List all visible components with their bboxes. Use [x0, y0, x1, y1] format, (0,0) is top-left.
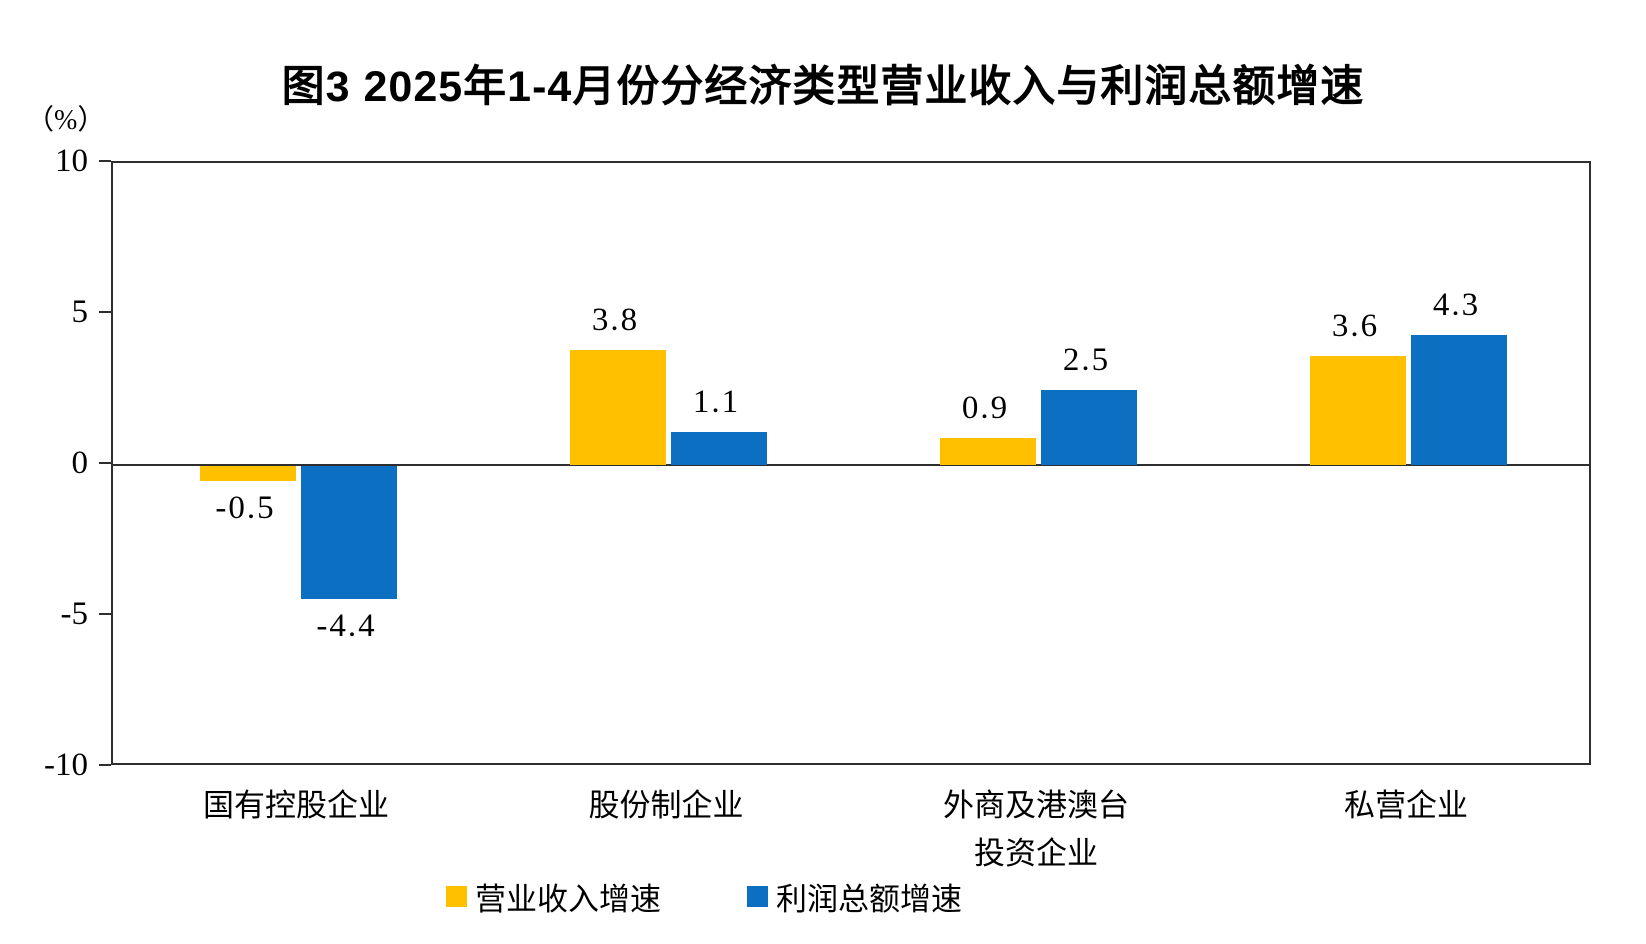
bar-营业收入增速-0	[199, 466, 296, 482]
y-tick-label: 10	[55, 143, 88, 179]
bar-利润总额增速-0	[300, 466, 397, 599]
legend-entry: 利润总额增速	[747, 874, 962, 919]
legend-swatch-营业收入增速	[446, 886, 467, 907]
category-label: 私营企业	[1344, 788, 1468, 823]
y-tick-label: -5	[60, 596, 89, 632]
category-label: 国有控股企业	[203, 788, 389, 823]
y-tick-label: 5	[71, 294, 89, 330]
bar-value-label: 1.1	[692, 383, 741, 420]
legend-entry: 营业收入增速	[446, 874, 661, 919]
bar-value-label: 3.6	[1331, 308, 1380, 345]
category-label: 外商及港澳台 投资企业	[943, 788, 1129, 871]
bar-value-label: 2.5	[1062, 341, 1111, 378]
bar-value-label: -0.5	[215, 490, 276, 527]
bar-value-label: -4.4	[316, 607, 377, 644]
category-label: 股份制企业	[588, 788, 744, 823]
bar-value-label: 0.9	[961, 389, 1010, 426]
bar-营业收入增速-3	[1309, 356, 1406, 465]
legend-label: 营业收入增速	[475, 882, 661, 917]
bar-利润总额增速-3	[1410, 335, 1507, 465]
legend-swatch-利润总额增速	[747, 886, 768, 907]
legend: 营业收入增速 利润总额增速	[446, 874, 962, 919]
bar-value-label: 3.8	[591, 302, 640, 339]
y-axis-unit-label: （%）	[26, 105, 106, 136]
y-tick-mark	[99, 160, 111, 162]
bar-利润总额增速-2	[1040, 389, 1137, 465]
y-tick-mark	[99, 764, 111, 766]
y-tick-label: 0	[71, 445, 89, 481]
legend-label: 利润总额增速	[776, 882, 962, 917]
bar-营业收入增速-1	[569, 350, 666, 465]
y-tick-mark	[99, 462, 111, 464]
zero-axis-line	[113, 464, 1589, 466]
chart-title: 图3 2025年1-4月份分经济类型营业收入与利润总额增速	[281, 63, 1365, 111]
bar-营业收入增速-2	[939, 437, 1036, 465]
y-tick-mark	[99, 311, 111, 313]
y-tick-label: -10	[44, 747, 88, 783]
bar-value-label: 4.3	[1432, 287, 1481, 324]
bar-利润总额增速-1	[670, 431, 767, 465]
y-tick-mark	[99, 613, 111, 615]
plot-area	[111, 161, 1591, 765]
